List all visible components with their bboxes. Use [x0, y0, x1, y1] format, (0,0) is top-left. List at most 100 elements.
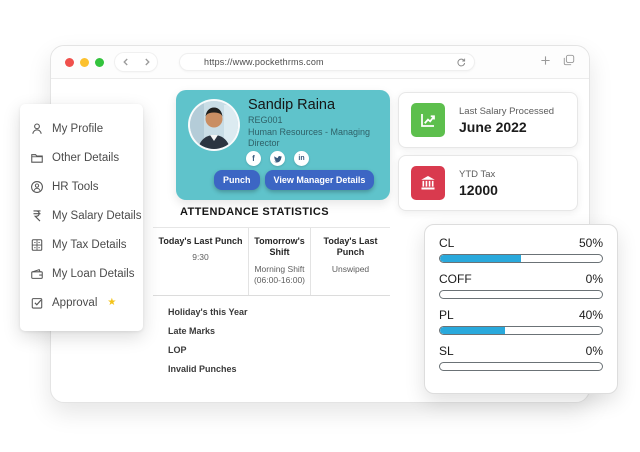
salary-card-value: June 2022	[459, 118, 527, 135]
list-item: Invalid Punches	[168, 364, 237, 374]
reload-icon[interactable]	[456, 57, 466, 67]
attendance-col-header: Today's Last Punch	[323, 236, 378, 258]
sidebar-item-my-salary-details[interactable]: My Salary Details	[20, 201, 143, 230]
leave-percent: 40%	[578, 308, 603, 322]
close-window-button[interactable]	[65, 58, 74, 67]
back-icon[interactable]	[122, 58, 130, 66]
twitter-icon[interactable]	[270, 151, 285, 166]
attendance-col-header: Today's Last Punch	[158, 236, 243, 246]
list-item: Holiday's this Year	[168, 307, 248, 317]
tax-card-label: YTD Tax	[459, 168, 496, 180]
minimize-window-button[interactable]	[80, 58, 89, 67]
employee-details: REG001 Human Resources - Managing Direct…	[248, 115, 382, 150]
sidebar-item-label: My Loan Details	[52, 267, 135, 280]
calculator-icon	[31, 238, 43, 251]
chart-icon	[421, 114, 435, 127]
rupee-icon	[33, 209, 41, 221]
sidebar-item-label: My Salary Details	[52, 209, 142, 222]
support-icon	[31, 180, 43, 193]
user-icon	[32, 122, 42, 134]
new-tab-icon[interactable]	[540, 55, 551, 66]
sidebar-item-label: Approval	[52, 296, 98, 309]
avatar-photo	[190, 101, 238, 149]
forward-icon[interactable]	[143, 58, 151, 66]
sidebar-item-my-profile[interactable]: My Profile	[20, 114, 143, 143]
attendance-col-today-punch: Today's Last Punch 9:30	[153, 228, 248, 295]
leave-row-sl: SL 0%	[439, 344, 603, 371]
tax-card-text: YTD Tax 12000	[459, 169, 498, 198]
leave-code: PL	[439, 308, 454, 322]
sidebar-item-label: HR Tools	[52, 180, 99, 193]
progress-bar	[439, 254, 603, 263]
attendance-col-today-punch-2: Today's Last Punch Unswiped	[310, 228, 390, 295]
leave-balance-panel: CL 50% COFF 0% PL 40%	[424, 224, 618, 394]
attendance-col-value: Morning Shift (06:00-16:00)	[253, 263, 306, 285]
leave-percent: 0%	[585, 344, 603, 358]
wallet-icon	[31, 268, 43, 279]
attendance-col-header: Tomorrow's Shift	[254, 236, 305, 258]
employee-id: REG001	[248, 115, 283, 125]
punch-button[interactable]: Punch	[214, 170, 260, 190]
leave-row-coff: COFF 0%	[439, 272, 603, 299]
twitter-bird-icon	[273, 155, 282, 162]
attendance-col-value: 9:30	[192, 252, 209, 263]
leave-code: COFF	[439, 272, 472, 286]
tab-overview-icon[interactable]	[563, 54, 575, 66]
profile-actions: Punch View Manager Details	[214, 170, 375, 190]
sidebar-item-label: My Profile	[52, 122, 104, 135]
leave-percent: 50%	[578, 236, 603, 250]
salary-card-label: Last Salary Processed	[459, 105, 555, 117]
list-item: Late Marks	[168, 326, 216, 336]
salary-icon-box	[411, 103, 445, 137]
sidebar-item-label: Other Details	[52, 151, 120, 164]
progress-fill	[440, 327, 505, 334]
leave-percent: 0%	[585, 272, 603, 286]
tax-icon-box	[411, 166, 445, 200]
social-links: f in	[246, 151, 309, 166]
sidebar-item-label: My Tax Details	[52, 238, 127, 251]
salary-card-text: Last Salary Processed June 2022	[459, 106, 554, 135]
employee-name: Sandip Raina	[248, 97, 336, 113]
leave-row-pl: PL 40%	[439, 308, 603, 335]
browser-toolbar: https://www.pockethrms.com	[51, 46, 589, 79]
folder-icon	[31, 153, 43, 163]
nav-buttons	[115, 53, 157, 71]
ytd-tax-card: YTD Tax 12000	[398, 155, 578, 211]
sidebar-item-my-tax-details[interactable]: My Tax Details	[20, 230, 143, 259]
sidebar-item-approval[interactable]: Approval ★	[20, 288, 143, 317]
list-item: LOP	[168, 345, 187, 355]
address-bar[interactable]: https://www.pockethrms.com	[179, 53, 475, 71]
employee-profile-card: Sandip Raina REG001 Human Resources - Ma…	[176, 90, 390, 200]
attendance-col-tomorrow-shift: Tomorrow's Shift Morning Shift (06:00-16…	[248, 228, 310, 295]
attendance-title: ATTENDANCE STATISTICS	[180, 206, 329, 218]
leave-code: CL	[439, 236, 455, 250]
attendance-summary: Today's Last Punch 9:30 Tomorrow's Shift…	[153, 227, 390, 296]
leave-code: SL	[439, 344, 454, 358]
progress-fill	[440, 255, 521, 262]
sidebar-item-hr-tools[interactable]: HR Tools	[20, 172, 143, 201]
sidebar-item-my-loan-details[interactable]: My Loan Details	[20, 259, 143, 288]
attendance-stat-list: Holiday's this Year Late Marks LOP Inval…	[168, 303, 248, 379]
progress-bar	[439, 290, 603, 299]
sidebar-item-other-details[interactable]: Other Details	[20, 143, 143, 172]
window-controls	[65, 58, 104, 67]
employee-designation: Human Resources - Managing Director	[248, 126, 371, 149]
facebook-icon[interactable]: f	[246, 151, 261, 166]
star-icon: ★	[107, 297, 117, 308]
progress-bar	[439, 326, 603, 335]
sidebar-menu: My Profile Other Details HR Tools My Sal…	[20, 104, 143, 331]
linkedin-icon[interactable]: in	[294, 151, 309, 166]
approval-icon	[31, 297, 43, 309]
url-text: https://www.pockethrms.com	[204, 57, 324, 67]
tax-card-value: 12000	[459, 181, 498, 198]
last-salary-card: Last Salary Processed June 2022	[398, 92, 578, 148]
attendance-col-value: Unswiped	[331, 263, 370, 274]
avatar	[188, 99, 240, 151]
bank-icon	[421, 176, 435, 190]
leave-row-cl: CL 50%	[439, 236, 603, 263]
toolbar-right	[540, 54, 575, 66]
view-manager-details-button[interactable]: View Manager Details	[264, 170, 375, 190]
progress-bar	[439, 362, 603, 371]
zoom-window-button[interactable]	[95, 58, 104, 67]
